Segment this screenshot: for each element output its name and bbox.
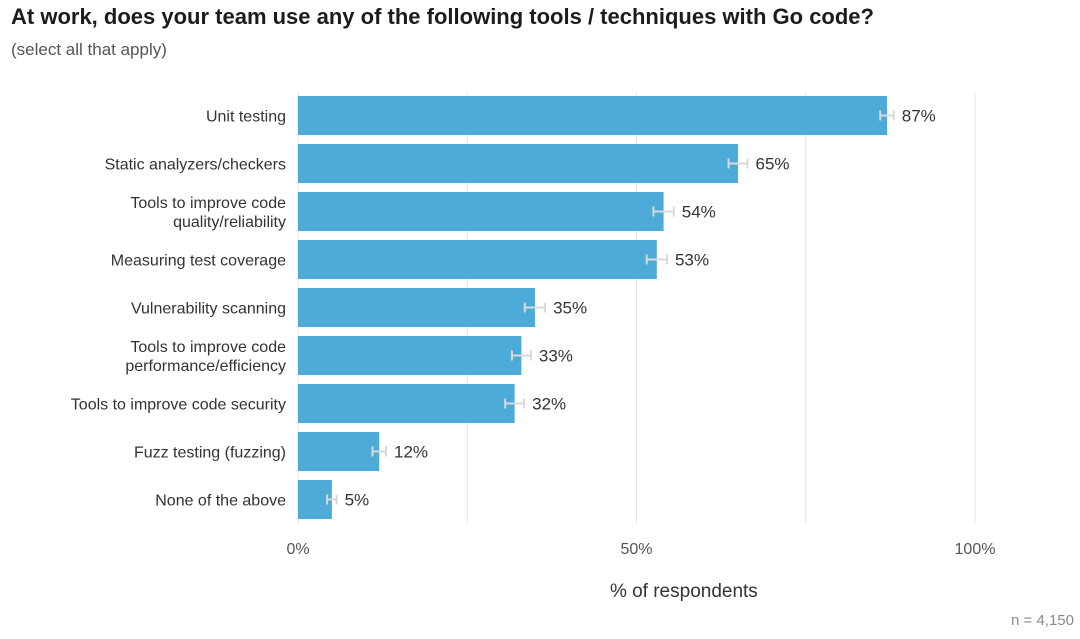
sample-size-note: n = 4,150	[1011, 612, 1074, 629]
bar	[298, 144, 739, 183]
bar	[298, 192, 664, 231]
chart-subtitle: (select all that apply)	[11, 40, 167, 59]
value-label: 32%	[532, 395, 566, 414]
category-label: Measuring test coverage	[111, 253, 286, 270]
bar	[298, 288, 535, 327]
category-label: Fuzz testing (fuzzing)	[134, 445, 286, 462]
category-label: Tools to improve code security	[71, 397, 286, 414]
x-tick-label: 0%	[286, 541, 309, 558]
value-label: 54%	[682, 203, 716, 222]
bar	[298, 96, 887, 135]
value-label: 53%	[675, 251, 709, 270]
value-label: 5%	[345, 491, 370, 510]
chart-title: At work, does your team use any of the f…	[11, 4, 874, 29]
value-label: 65%	[756, 155, 790, 174]
value-label: 35%	[553, 299, 587, 318]
category-label: Unit testing	[206, 109, 286, 126]
error-bar	[504, 398, 526, 409]
error-bar	[727, 158, 749, 169]
value-label: 87%	[902, 107, 936, 126]
value-label: 33%	[539, 347, 573, 366]
bar	[298, 432, 380, 471]
category-label: Vulnerability scanning	[131, 301, 286, 318]
bar	[298, 336, 522, 375]
error-bar	[652, 206, 675, 217]
category-label: Tools to improve code performance/efficie…	[125, 339, 286, 375]
bar	[298, 384, 515, 423]
x-tick-label: 100%	[955, 541, 996, 558]
category-label: Static analyzers/checkers	[105, 157, 286, 174]
error-bar	[523, 302, 547, 313]
x-axis-title: % of respondents	[610, 581, 758, 602]
error-bar	[371, 446, 388, 457]
error-bar	[510, 350, 532, 361]
bar	[298, 240, 657, 279]
x-tick-label: 50%	[620, 541, 652, 558]
category-label: Tools to improve code quality/reliability	[130, 195, 286, 231]
value-label: 12%	[394, 443, 428, 462]
category-label: None of the above	[155, 493, 286, 510]
error-bar	[326, 494, 338, 505]
error-bar	[645, 254, 668, 265]
error-bar	[879, 110, 895, 121]
